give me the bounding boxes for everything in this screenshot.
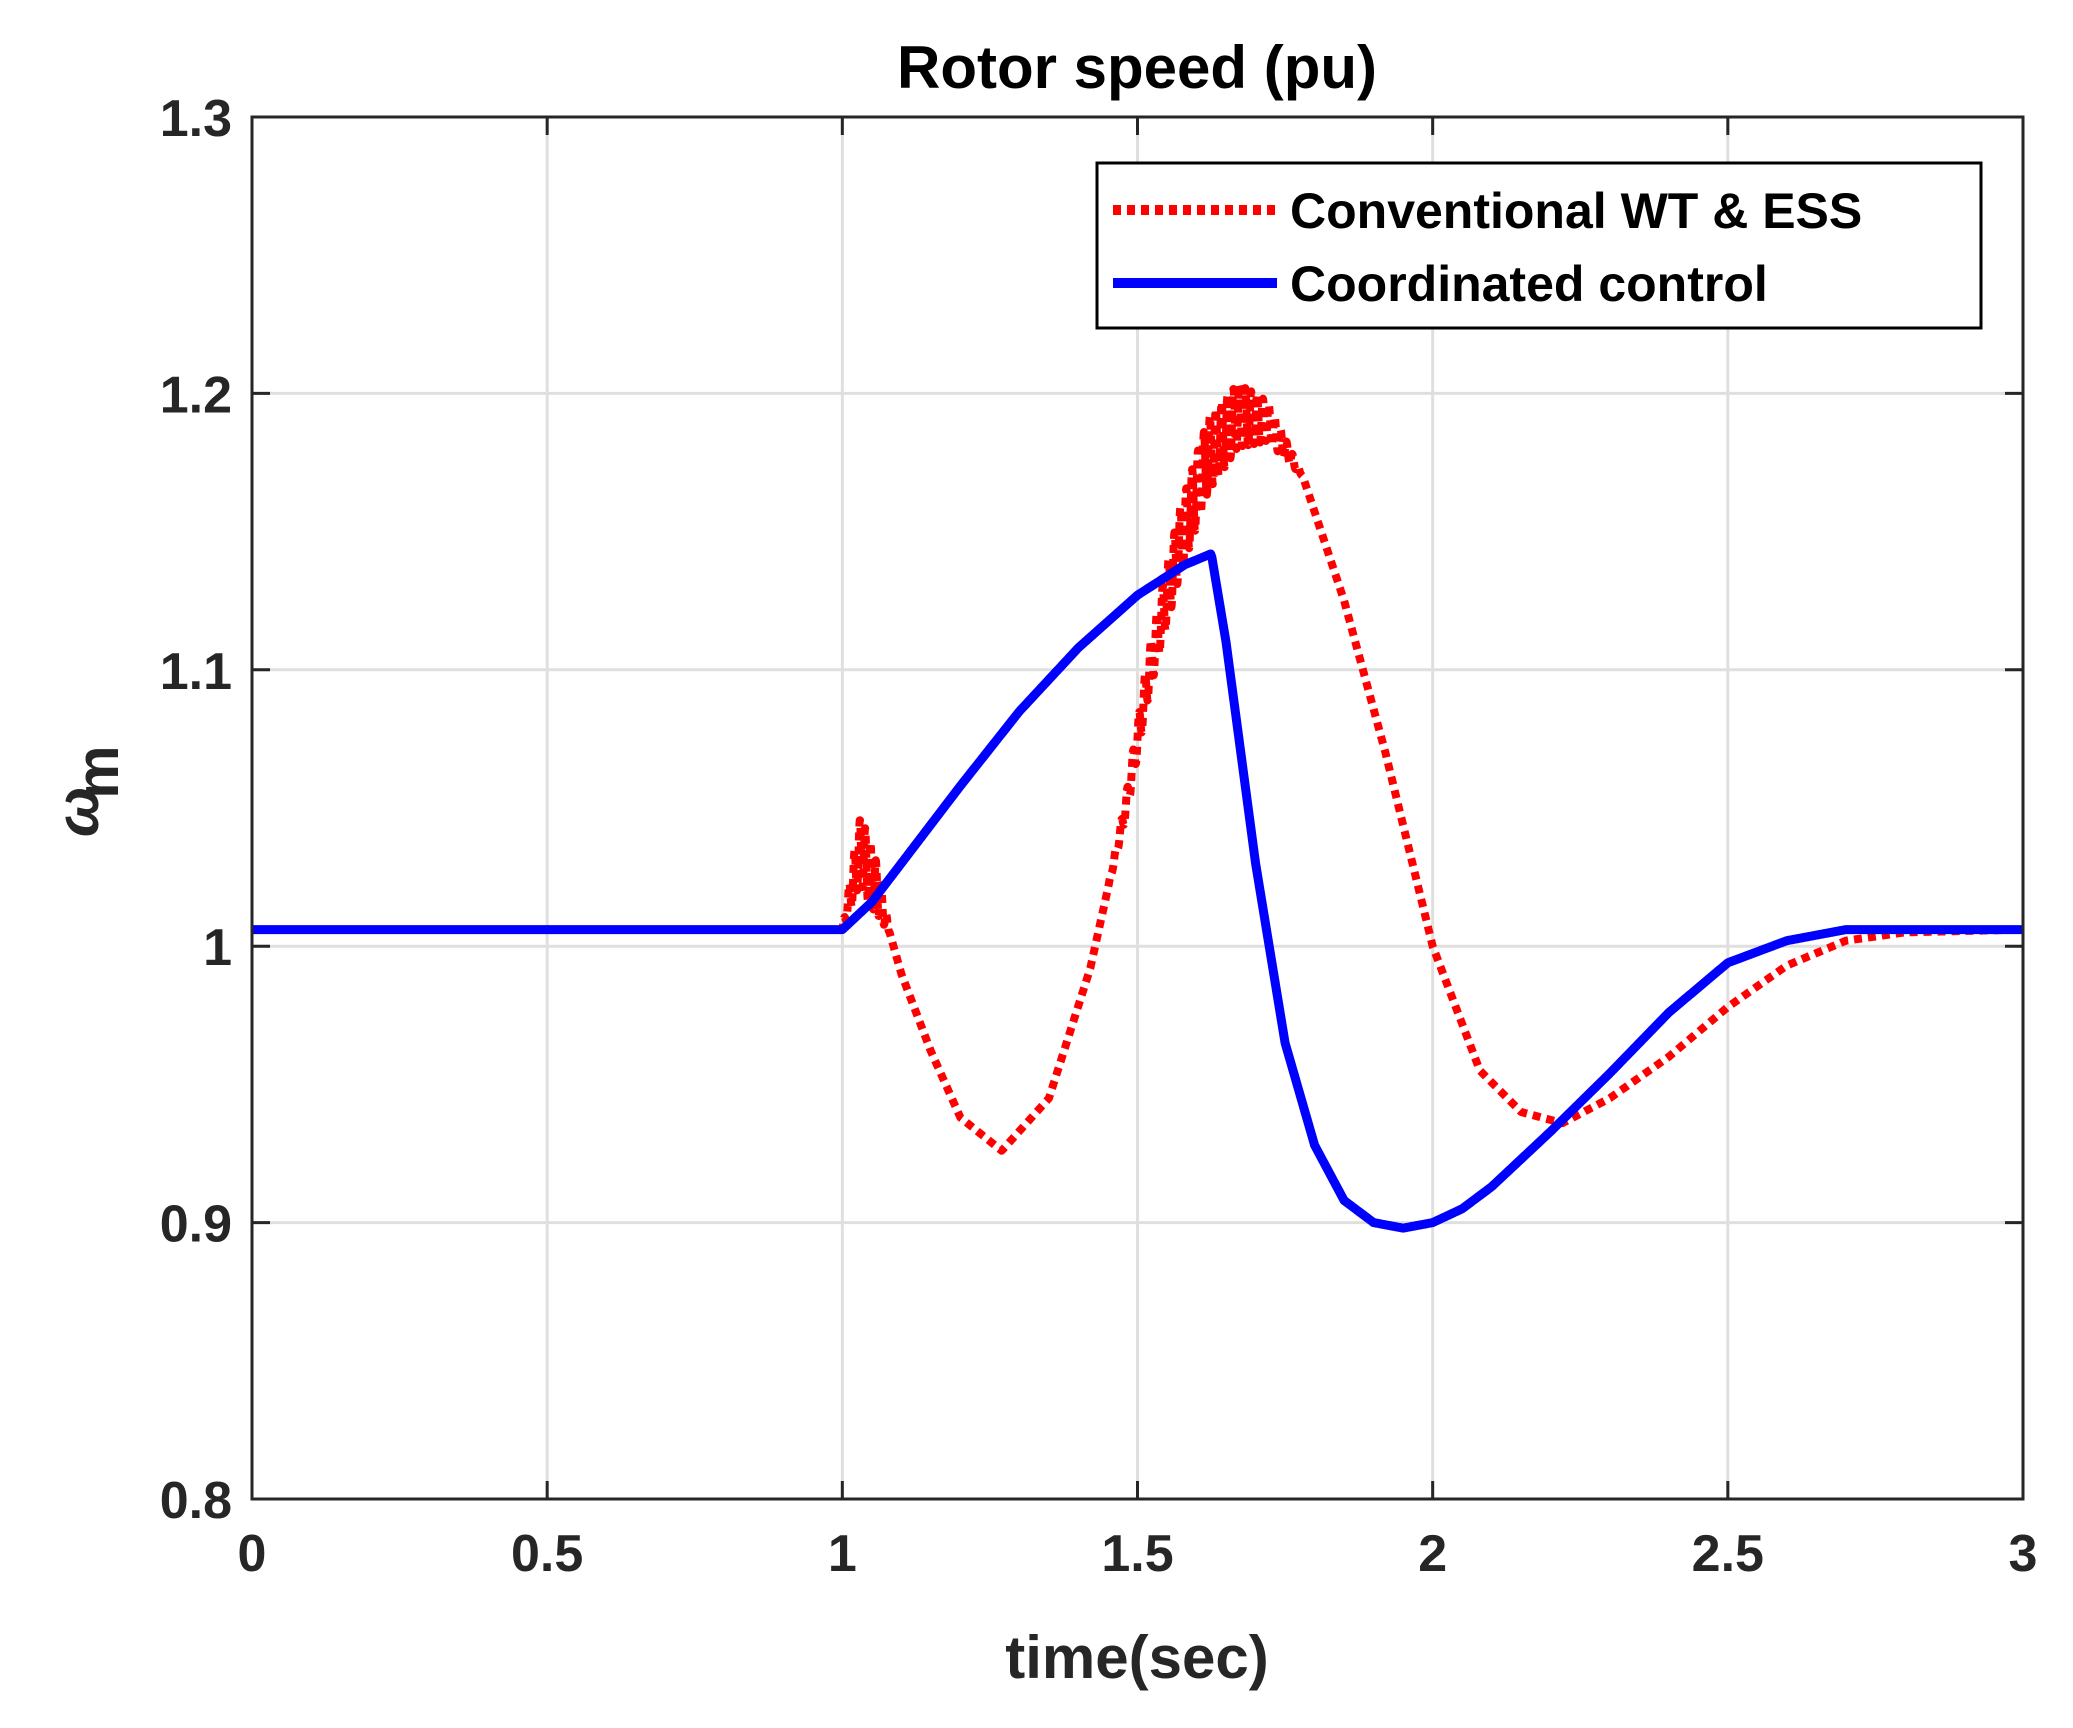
y-tick-label: 0.8 bbox=[160, 1472, 232, 1530]
x-tick-label: 1 bbox=[828, 1525, 857, 1583]
y-axis-label: ω m bbox=[44, 745, 131, 837]
y-axis-label-symbol: ω bbox=[44, 787, 111, 837]
legend: Conventional WT & ESS Coordinated contro… bbox=[1095, 161, 1983, 330]
x-tick-label: 1.5 bbox=[1101, 1525, 1173, 1583]
legend-label-coordinated: Coordinated control bbox=[1290, 256, 1768, 312]
y-tick-label: 1.1 bbox=[160, 643, 232, 701]
series-coordinated-control bbox=[248, 549, 2027, 1233]
y-tick-label: 0.9 bbox=[160, 1196, 232, 1254]
legend-box bbox=[1095, 161, 1983, 330]
x-tick-label: 0 bbox=[238, 1525, 267, 1583]
series-lines bbox=[248, 381, 2027, 1233]
y-axis-label-subscript: m bbox=[64, 745, 131, 798]
y-tick-label: 1.2 bbox=[160, 366, 232, 424]
x-tick-label: 0.5 bbox=[511, 1525, 583, 1583]
axis-ticks: 0 0.5 1 1.5 2 2.5 3 0.8 0.9 1 1.1 1.2 1.3 bbox=[160, 90, 2038, 1583]
x-tick-label: 2 bbox=[1418, 1525, 1447, 1583]
y-tick-label: 1 bbox=[203, 919, 232, 977]
x-tick-label: 3 bbox=[2009, 1525, 2038, 1583]
chart-title: Rotor speed (pu) bbox=[897, 34, 1377, 101]
x-axis-label: time(sec) bbox=[1005, 1624, 1268, 1691]
y-tick-label: 1.3 bbox=[160, 90, 232, 148]
legend-label-conventional: Conventional WT & ESS bbox=[1290, 183, 1862, 239]
x-tick-label: 2.5 bbox=[1692, 1525, 1764, 1583]
